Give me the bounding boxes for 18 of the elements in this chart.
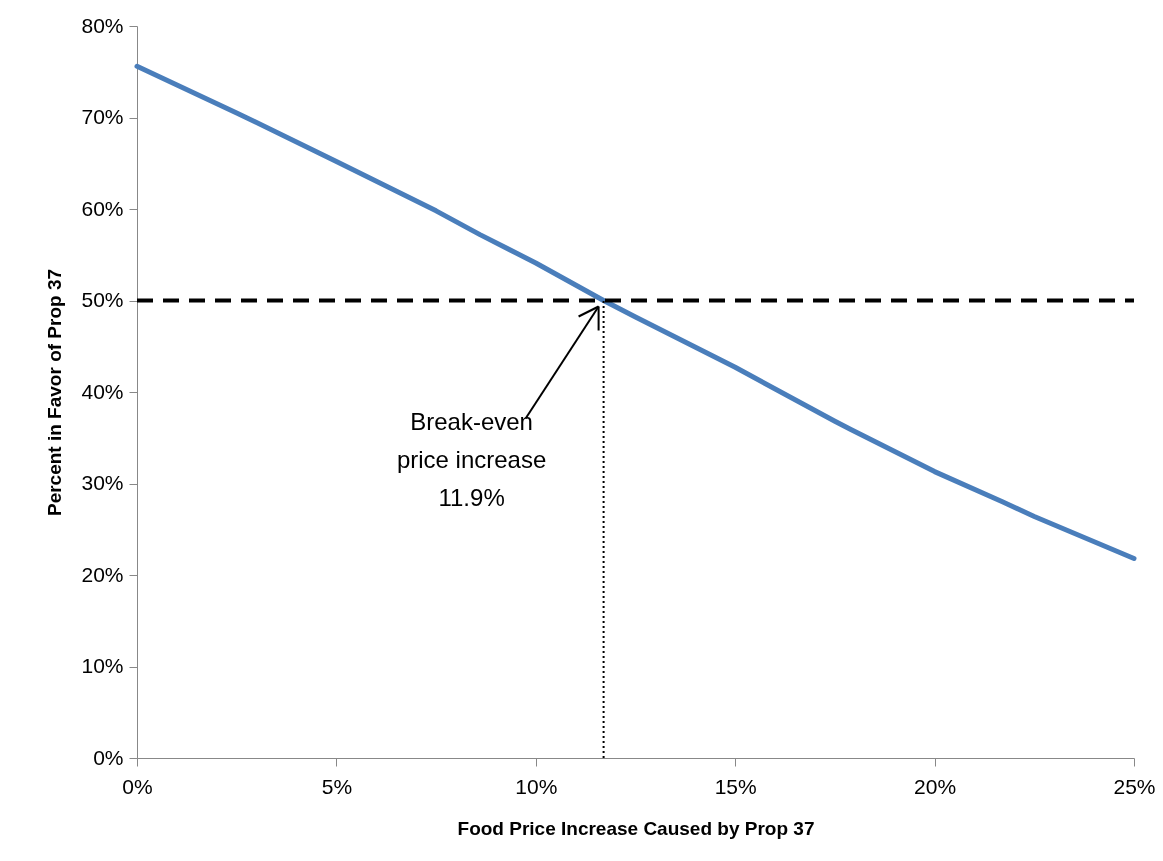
y-tick-label: 0% (93, 745, 124, 769)
x-tick-label: 0% (122, 774, 153, 798)
y-tick-label: 80% (81, 13, 124, 37)
x-tick-label: 25% (1113, 774, 1156, 798)
x-tick-label: 10% (515, 774, 558, 798)
y-tick-label: 10% (81, 654, 124, 677)
y-tick-label: 20% (81, 562, 124, 586)
y-tick-label: 30% (81, 471, 124, 494)
x-tick-label: 5% (321, 774, 353, 798)
y-axis-title: Percent in Favor of Prop 37 (44, 268, 66, 517)
x-tick-label: 15% (714, 774, 757, 798)
y-tick-label: 40% (81, 379, 124, 403)
x-tick-label: 20% (914, 774, 957, 798)
y-tick-label: 50% (81, 288, 124, 311)
annotation: Break-even price increase 11.9% (396, 407, 547, 511)
y-tick-label: 70% (81, 105, 124, 128)
x-axis-title: Food Price Increase Caused by Prop 37 (457, 817, 815, 839)
y-tick-label: 60% (81, 196, 124, 220)
